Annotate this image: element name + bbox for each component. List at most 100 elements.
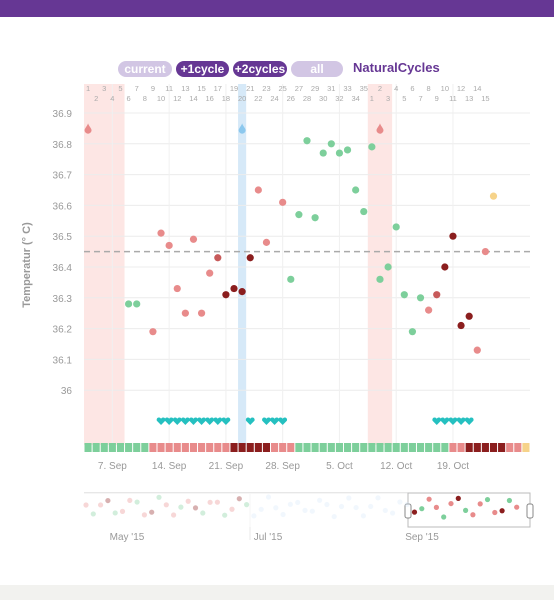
temperature-point [125,300,133,308]
overview-navigator[interactable]: May '15 Jul '15 Sep '15 [83,492,534,543]
cycle-day-number: 29 [311,84,319,93]
heart-icon [440,417,450,425]
day-status-cell [473,443,481,452]
overview-point [317,497,323,503]
overview-point [141,512,147,518]
x-tick-label: 5. Oct [326,461,353,472]
cycle-day-number: 34 [351,94,359,103]
cycle-day-number: 6 [127,94,131,103]
overview-selection[interactable] [407,492,531,528]
cycle-day-number: 5 [402,94,406,103]
temperature-point [197,309,206,317]
cycle-day-number: 8 [427,84,431,93]
x-tick-label: 28. Sep [265,461,300,472]
day-status-cell [116,443,125,452]
y-tick-label: 36.2 [53,325,73,336]
temperature-point [279,198,287,206]
cycle-day-number: 17 [214,84,222,93]
x-tick-label: 21. Sep [209,461,244,472]
overview-handle[interactable] [526,503,534,519]
x-tick-label: 19. Oct [437,461,469,472]
day-status-cell [149,443,157,452]
overview-point [302,507,308,513]
overview-date-label: Sep '15 [405,532,439,543]
overview-point [404,501,410,508]
day-status-cell [457,443,465,452]
overview-point [265,494,272,500]
overview-point [397,499,403,505]
cycle-day-number: 28 [303,94,311,103]
temperature-point [149,328,157,336]
overview-point [273,505,279,511]
heart-icon [189,417,198,425]
overview-point [353,504,359,511]
temperature-point [189,235,198,243]
day-status-cell [173,443,181,452]
overview-point [178,504,184,510]
cycle-day-number: 12 [457,84,465,93]
temperature-point [254,186,262,194]
day-status-cell [238,443,246,452]
overview-point [338,503,345,510]
day-status-cell [108,443,116,452]
footer-bar [0,585,554,600]
overview-point [207,499,213,505]
heart-icon [464,417,474,425]
overview-point [463,507,469,513]
overview-point [280,511,286,518]
period-shade [84,84,125,445]
y-tick-label: 36.7 [53,171,73,182]
cycle-day-number: 6 [410,84,414,93]
cycle-day-number: 9 [151,84,155,93]
cycle-day-number: 32 [335,94,343,103]
all-cycles-button[interactable]: all [291,61,343,77]
day-status-cell [408,443,416,452]
overview-point [119,508,126,514]
y-tick-label: 36.6 [53,201,73,212]
y-tick-label: 36.8 [53,140,73,151]
overview-point [433,504,439,510]
cycle-day-number: 7 [418,94,422,103]
temperature-point [343,146,352,154]
day-status-cell [514,443,522,452]
heart-icon [156,417,166,425]
overview-point [251,513,257,519]
temperature-point [214,254,222,262]
y-axis-title: Temperatur (° C) [21,222,33,308]
cycle-day-number: 4 [394,84,398,93]
day-status-cell [214,443,222,452]
heart-icon [432,417,442,425]
temperature-point [473,346,481,354]
overview-point [506,497,512,504]
day-status-cell [141,443,149,452]
overview-point [98,502,104,508]
day-status-cell [352,443,360,452]
day-status-cell [498,443,506,452]
overview-point [382,507,388,514]
cycle-day-number: 21 [246,84,254,93]
cycle-day-number: 2 [94,94,98,103]
overview-point [346,495,352,501]
overview-handle[interactable] [404,503,412,519]
y-tick-label: 36.3 [53,294,73,305]
cycle-day-number: 11 [449,94,457,103]
overview-point [156,494,162,500]
overview-point [455,495,461,501]
overview-point [309,508,315,514]
overview-point [448,500,454,507]
overview-point [185,498,191,504]
current-cycle-button[interactable]: current [118,61,172,77]
temperature-point [416,294,425,302]
overview-point [127,497,133,504]
day-status-cell [319,443,327,452]
overview-date-label: May '15 [110,532,145,543]
cycle-day-number: 24 [270,94,278,103]
plus-one-cycle-button[interactable]: +1cycle [176,61,229,77]
cycle-day-number: 27 [295,84,303,93]
overview-date-label: Jul '15 [254,532,283,543]
day-status-cell [206,443,214,452]
cycle-day-number: 11 [165,84,173,93]
plus-two-cycles-button[interactable]: +2cycles [233,61,287,77]
overview-point [441,514,447,520]
day-status-cell [262,443,271,452]
